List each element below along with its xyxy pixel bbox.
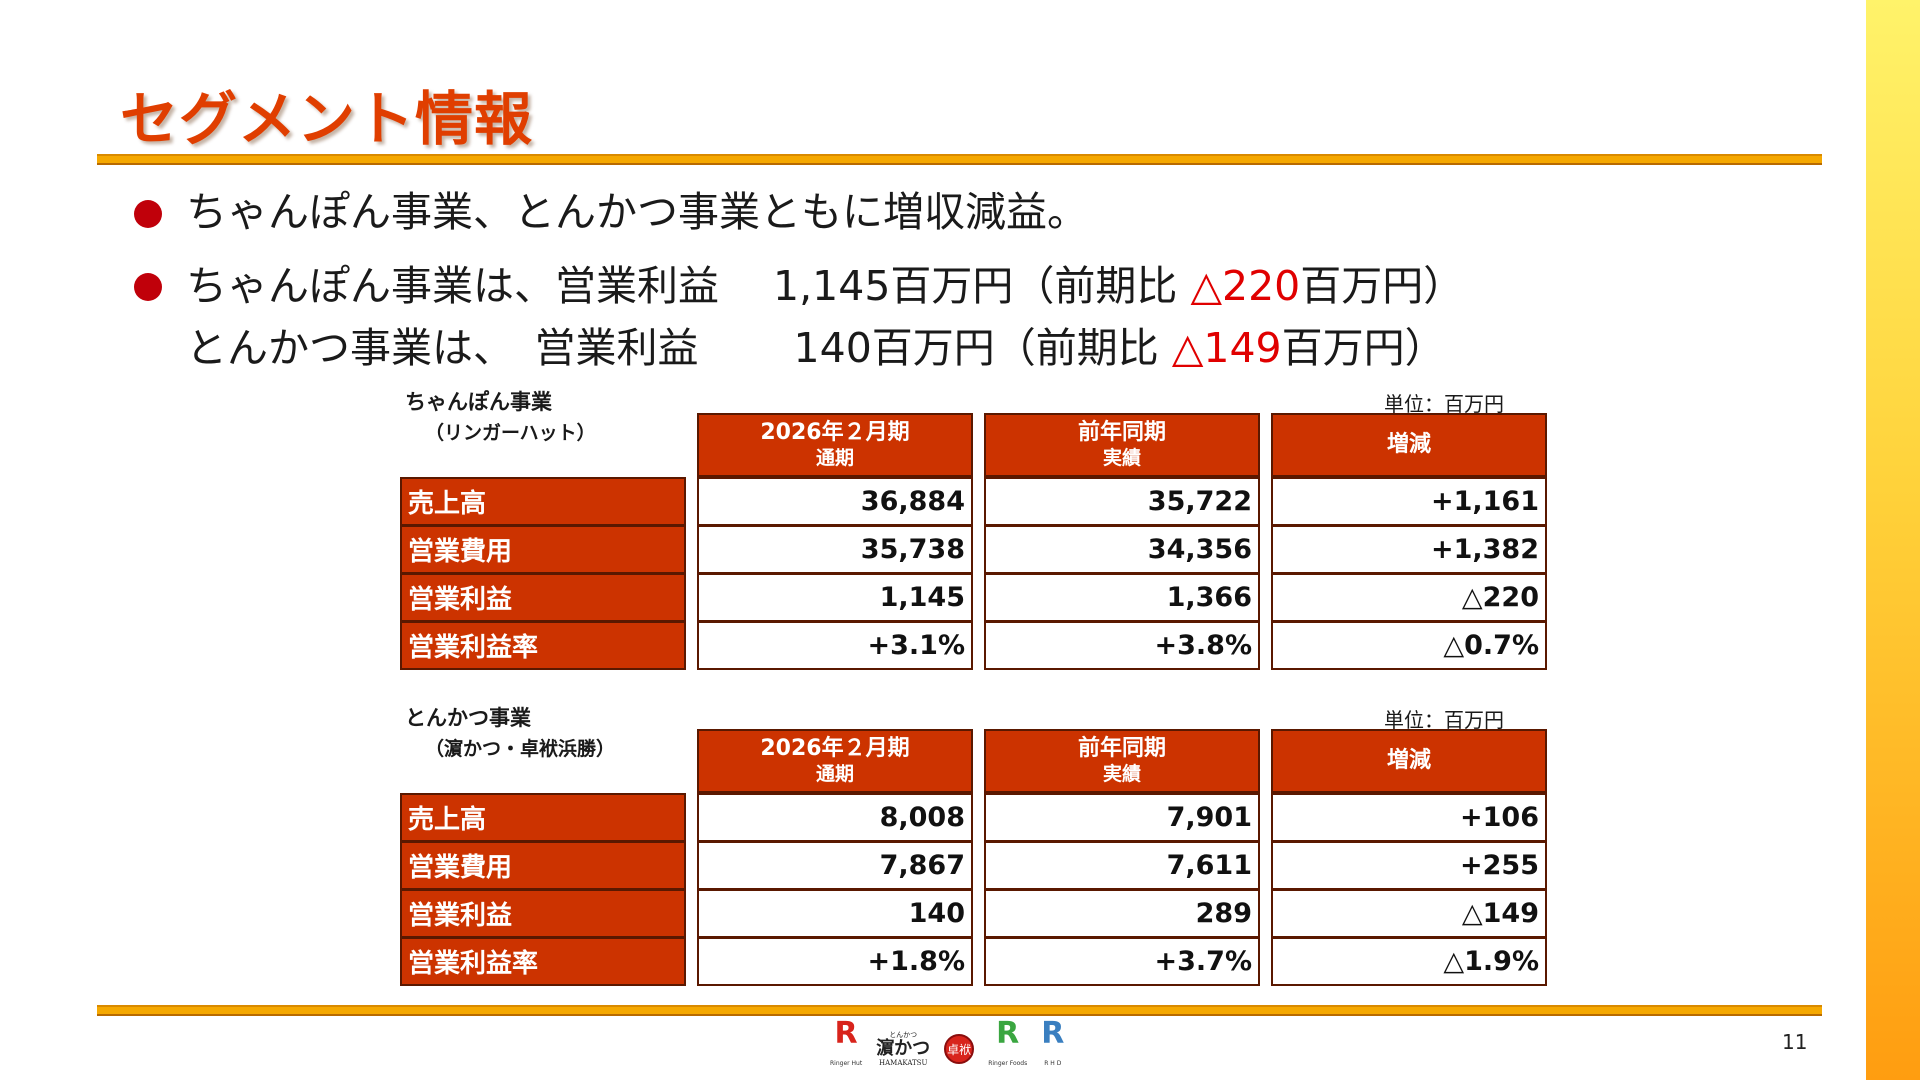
logo-name: 濵かつ [876, 1038, 931, 1059]
header-line1: 前年同期 [1077, 420, 1166, 445]
cell-expenses-current: 35,738 [697, 525, 973, 574]
header-line2: 実績 [1102, 763, 1141, 785]
logo-caption: HAMAKATSU [879, 1059, 928, 1067]
bullet-chanpon-tail: 百万円） [1300, 262, 1465, 310]
col-header-previous: 前年同期 実績 [984, 413, 1260, 477]
right-gradient-bar [1866, 0, 1920, 1080]
bullet-chanpon-text: ちゃんぽん事業は、営業利益 1,145百万円（前期比 [186, 262, 1191, 310]
ringerfoods-logo-icon: R Ringer Foods [988, 1019, 1027, 1079]
col-header-change: 増減 [1271, 729, 1547, 793]
page-title: セグメント情報 [120, 85, 534, 153]
col-header-change: 増減 [1271, 413, 1547, 477]
cell-sales-previous: 7,901 [984, 793, 1260, 842]
bullet-tonkatsu-change: △149 [1171, 324, 1282, 372]
logo-name: 卓袱 [947, 1042, 972, 1057]
cell-sales-previous: 35,722 [984, 477, 1260, 526]
cell-operating-margin-previous: +3.8% [984, 621, 1260, 670]
segment-subtitle: （濵かつ・卓袱浜勝） [425, 738, 616, 760]
cell-operating-income-current: 140 [697, 889, 973, 938]
col-header-current: 2026年２月期 通期 [697, 413, 973, 477]
cell-operating-income-previous: 289 [984, 889, 1260, 938]
unit-label: 単位：百万円 [1384, 392, 1504, 416]
row-label-sales: 売上高 [400, 477, 686, 526]
segment-subtitle: （リンガーハット） [425, 422, 596, 444]
logo-caption: Ringer Hut [830, 1060, 863, 1067]
bullet-chanpon-change: △220 [1190, 262, 1301, 310]
hamakatsu-logo-icon: とんかつ 濵かつ HAMAKATSU [876, 1028, 930, 1070]
row-label-expenses: 営業費用 [400, 841, 686, 890]
row-label-operating-income: 営業利益 [400, 573, 686, 622]
row-label-operating-margin: 営業利益率 [400, 621, 686, 670]
col-header-current: 2026年２月期 通期 [697, 729, 973, 793]
cell-operating-margin-change: △1.9% [1271, 937, 1547, 986]
cell-expenses-previous: 7,611 [984, 841, 1260, 890]
header-line2: 実績 [1102, 447, 1141, 469]
header-line2: 通期 [815, 447, 854, 469]
bullet-tonkatsu: とんかつ事業は、 営業利益 140百万円（前期比 △149百万円） [186, 320, 1446, 376]
cell-expenses-previous: 34,356 [984, 525, 1260, 574]
segment-name: とんかつ事業 [405, 706, 531, 730]
cell-sales-current: 8,008 [697, 793, 973, 842]
cell-expenses-change: +255 [1271, 841, 1547, 890]
bullet-dot-icon [134, 273, 162, 301]
row-label-operating-income: 営業利益 [400, 889, 686, 938]
cell-operating-income-previous: 1,366 [984, 573, 1260, 622]
ringerhut-logo-icon: R Ringer Hut [830, 1019, 862, 1079]
cell-operating-margin-current: +3.1% [697, 621, 973, 670]
header-line1: 増減 [1386, 432, 1431, 457]
col-header-previous: 前年同期 実績 [984, 729, 1260, 793]
cell-expenses-change: +1,382 [1271, 525, 1547, 574]
cell-operating-income-change: △220 [1271, 573, 1547, 622]
shippoku-logo-icon: 卓袱 [944, 1034, 975, 1064]
unit-label: 単位：百万円 [1384, 708, 1504, 732]
header-line1: 2026年２月期 [760, 736, 910, 761]
cell-sales-change: +106 [1271, 793, 1547, 842]
bullet-tonkatsu-text: とんかつ事業は、 営業利益 140百万円（前期比 [186, 324, 1172, 372]
cell-sales-current: 36,884 [697, 477, 973, 526]
row-label-operating-margin: 営業利益率 [400, 937, 686, 986]
top-rule [97, 154, 1822, 165]
bullet-tonkatsu-tail: 百万円） [1281, 324, 1446, 372]
header-line1: 2026年２月期 [760, 420, 910, 445]
cell-operating-margin-current: +1.8% [697, 937, 973, 986]
cell-sales-change: +1,161 [1271, 477, 1547, 526]
page-number: 11 [1782, 1030, 1808, 1054]
bottom-rule [97, 1005, 1822, 1016]
cell-operating-margin-change: △0.7% [1271, 621, 1547, 670]
bullet-summary: ちゃんぽん事業、とんかつ事業ともに増収減益。 [186, 188, 1088, 236]
cell-operating-income-current: 1,145 [697, 573, 973, 622]
logo-caption: Ringer Foods [988, 1060, 1028, 1067]
logo-caption: R H D [1044, 1060, 1062, 1067]
bullet-dot-icon [134, 200, 162, 228]
bullet-chanpon: ちゃんぽん事業は、営業利益 1,145百万円（前期比 △220百万円） [186, 258, 1464, 314]
cell-operating-margin-previous: +3.7% [984, 937, 1260, 986]
row-label-sales: 売上高 [400, 793, 686, 842]
row-label-expenses: 営業費用 [400, 525, 686, 574]
logo-caption: とんかつ [889, 1031, 918, 1039]
cell-expenses-current: 7,867 [697, 841, 973, 890]
cell-operating-income-change: △149 [1271, 889, 1547, 938]
segment-name: ちゃんぽん事業 [405, 390, 552, 414]
header-line2: 通期 [815, 763, 854, 785]
header-line1: 増減 [1386, 748, 1431, 773]
header-line1: 前年同期 [1077, 736, 1166, 761]
footer-logos: R Ringer Hut とんかつ 濵かつ HAMAKATSU 卓袱 R Ringer … [830, 1019, 1100, 1070]
